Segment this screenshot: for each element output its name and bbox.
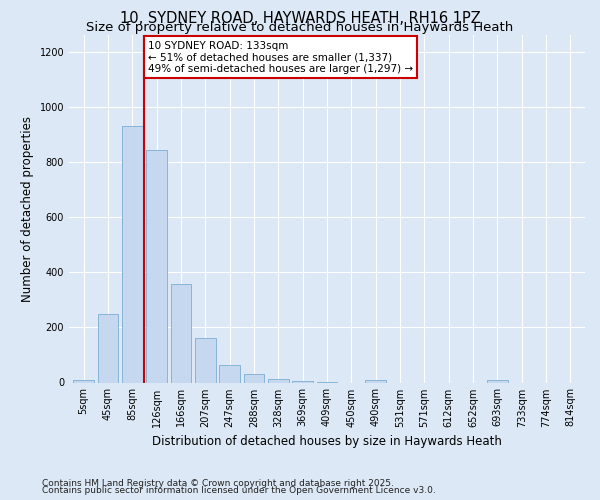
Bar xyxy=(195,338,215,382)
Text: 10, SYDNEY ROAD, HAYWARDS HEATH, RH16 1PZ: 10, SYDNEY ROAD, HAYWARDS HEATH, RH16 1P… xyxy=(119,11,481,26)
Bar xyxy=(268,379,289,382)
X-axis label: Distribution of detached houses by size in Haywards Heath: Distribution of detached houses by size … xyxy=(152,435,502,448)
Bar xyxy=(73,380,94,382)
Bar xyxy=(244,374,265,382)
Bar xyxy=(170,284,191,382)
Text: Contains HM Land Registry data © Crown copyright and database right 2025.: Contains HM Land Registry data © Crown c… xyxy=(42,478,394,488)
Bar xyxy=(292,381,313,382)
Bar xyxy=(487,380,508,382)
Text: 10 SYDNEY ROAD: 133sqm
← 51% of detached houses are smaller (1,337)
49% of semi-: 10 SYDNEY ROAD: 133sqm ← 51% of detached… xyxy=(148,40,413,74)
Y-axis label: Number of detached properties: Number of detached properties xyxy=(21,116,34,302)
Text: Size of property relative to detached houses in Haywards Heath: Size of property relative to detached ho… xyxy=(86,21,514,34)
Text: Contains public sector information licensed under the Open Government Licence v3: Contains public sector information licen… xyxy=(42,486,436,495)
Bar xyxy=(122,126,143,382)
Bar xyxy=(146,150,167,382)
Bar xyxy=(219,364,240,382)
Bar xyxy=(365,380,386,382)
Bar xyxy=(98,314,118,382)
